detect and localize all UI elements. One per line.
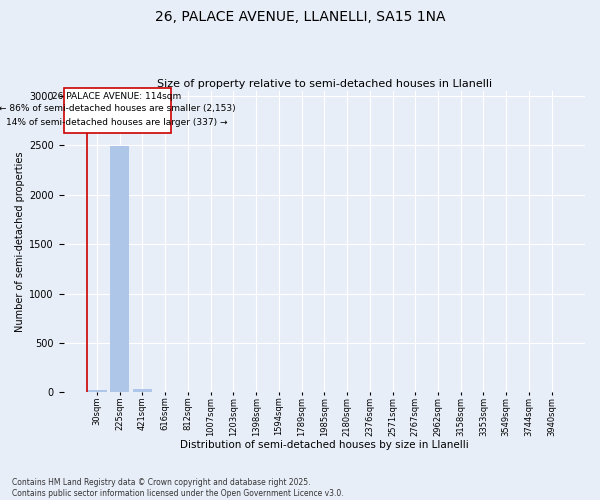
Bar [88,390,107,392]
Text: 14% of semi-detached houses are larger (337) →: 14% of semi-detached houses are larger (… [7,118,228,126]
Text: ← 86% of semi-detached houses are smaller (2,153): ← 86% of semi-detached houses are smalle… [0,104,235,113]
FancyBboxPatch shape [64,88,170,134]
Title: Size of property relative to semi-detached houses in Llanelli: Size of property relative to semi-detach… [157,79,492,89]
Text: Contains HM Land Registry data © Crown copyright and database right 2025.
Contai: Contains HM Land Registry data © Crown c… [12,478,344,498]
X-axis label: Distribution of semi-detached houses by size in Llanelli: Distribution of semi-detached houses by … [180,440,469,450]
Bar [133,389,152,392]
Text: 26 PALACE AVENUE: 114sqm: 26 PALACE AVENUE: 114sqm [52,92,182,101]
Y-axis label: Number of semi-detached properties: Number of semi-detached properties [15,152,25,332]
Text: 26, PALACE AVENUE, LLANELLI, SA15 1NA: 26, PALACE AVENUE, LLANELLI, SA15 1NA [155,10,445,24]
Bar [110,146,130,392]
